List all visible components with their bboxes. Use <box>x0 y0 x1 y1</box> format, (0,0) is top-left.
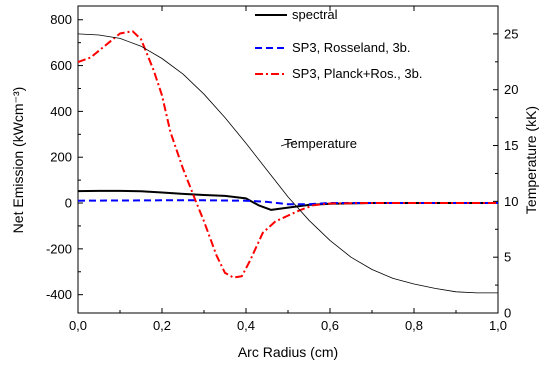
y-axis-right: 0 5 10 15 20 25 <box>493 26 518 321</box>
annotation-temperature: Temperature <box>284 136 357 151</box>
y2-tick-label: 20 <box>504 82 518 97</box>
legend-label-planck: SP3, Planck+Ros., 3b. <box>292 66 422 81</box>
annotation-leader <box>280 140 297 147</box>
y-axis-right-label: Temperature (kK) <box>523 106 539 214</box>
series-line-3 <box>77 33 498 294</box>
y-axis-left: -400 -200 0 200 400 600 800 <box>46 12 83 302</box>
legend-label-spectral: spectral <box>292 7 338 22</box>
y-tick-label: 0 <box>65 196 72 211</box>
y2-tick-label: 15 <box>504 138 518 153</box>
x-axis: 0,0 0,2 0,4 0,6 0,8 1,0 <box>69 6 507 333</box>
plot-frame <box>77 5 499 314</box>
y-tick-label: 200 <box>50 150 72 165</box>
y-tick-label: 800 <box>50 12 72 27</box>
y-axis-left-label: Net Emission (kWcm⁻³) <box>10 87 26 234</box>
x-axis-label: Arc Radius (cm) <box>238 344 338 360</box>
series-line-0 <box>77 189 498 211</box>
y-tick-label: -400 <box>46 287 72 302</box>
series-layer <box>77 30 498 294</box>
x-tick-label: 0,2 <box>153 318 171 333</box>
x-tick-label: 0,6 <box>321 318 339 333</box>
series-line-2 <box>77 30 498 279</box>
y2-tick-label: 25 <box>504 26 518 41</box>
y2-tick-label: 5 <box>504 250 511 265</box>
x-tick-label: 1,0 <box>489 318 507 333</box>
legend: spectral SP3, Rosseland, 3b. SP3, Planck… <box>255 7 422 81</box>
legend-label-rosseland: SP3, Rosseland, 3b. <box>292 40 411 55</box>
y-tick-label: 400 <box>50 104 72 119</box>
y2-tick-label: 10 <box>504 194 518 209</box>
y2-tick-label: 0 <box>504 306 511 321</box>
x-tick-label: 0,0 <box>69 318 87 333</box>
series-line-1 <box>77 199 498 206</box>
y-tick-label: 600 <box>50 58 72 73</box>
y-tick-label: -200 <box>46 241 72 256</box>
x-tick-label: 0,4 <box>237 318 255 333</box>
x-tick-label: 0,8 <box>405 318 423 333</box>
